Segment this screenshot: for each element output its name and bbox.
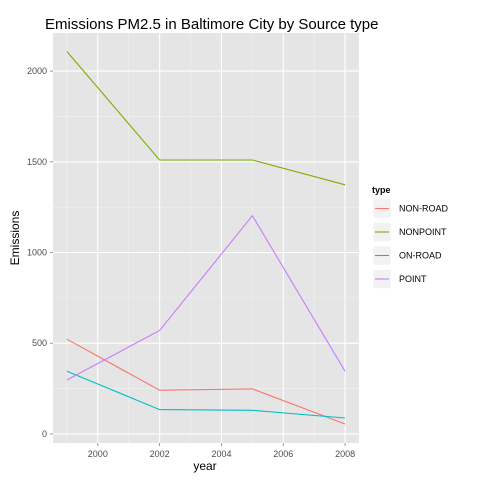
series-layer [66, 51, 346, 425]
legend: type NON-ROAD NONPOINT ON-ROAD POINT [372, 185, 448, 289]
legend-label: NON-ROAD [399, 204, 448, 214]
series-line-nonpoint [66, 51, 346, 186]
x-tick-label: 2002 [150, 449, 170, 459]
y-tick-label: 500 [32, 338, 47, 348]
grid-minor [53, 33, 359, 443]
legend-label: ON-ROAD [399, 251, 442, 261]
x-tick-label: 2008 [335, 449, 355, 459]
x-tick-label: 2000 [88, 449, 108, 459]
y-tick-label: 1000 [27, 248, 47, 258]
legend-title: type [372, 185, 391, 195]
x-tick-label: 2004 [211, 449, 231, 459]
chart-title: Emissions PM2.5 in Baltimore City by Sou… [45, 16, 378, 33]
x-tick-label: 2006 [273, 449, 293, 459]
series-line-on-road [66, 370, 346, 419]
y-tick-label: 0 [42, 429, 47, 439]
series-line-non-road [66, 338, 346, 425]
x-axis-title: year [193, 459, 216, 473]
grid-major [53, 33, 359, 443]
plot-panel [53, 33, 359, 443]
legend-label: NONPOINT [399, 227, 447, 237]
series-line-point [66, 214, 346, 381]
y-axis-title: Emissions [8, 211, 22, 266]
x-axis: 2000 2002 2004 2006 2008 [88, 443, 355, 459]
y-tick-label: 2000 [27, 66, 47, 76]
legend-label: POINT [399, 274, 427, 284]
y-axis: 0 500 1000 1500 2000 [27, 66, 53, 439]
y-tick-label: 1500 [27, 157, 47, 167]
